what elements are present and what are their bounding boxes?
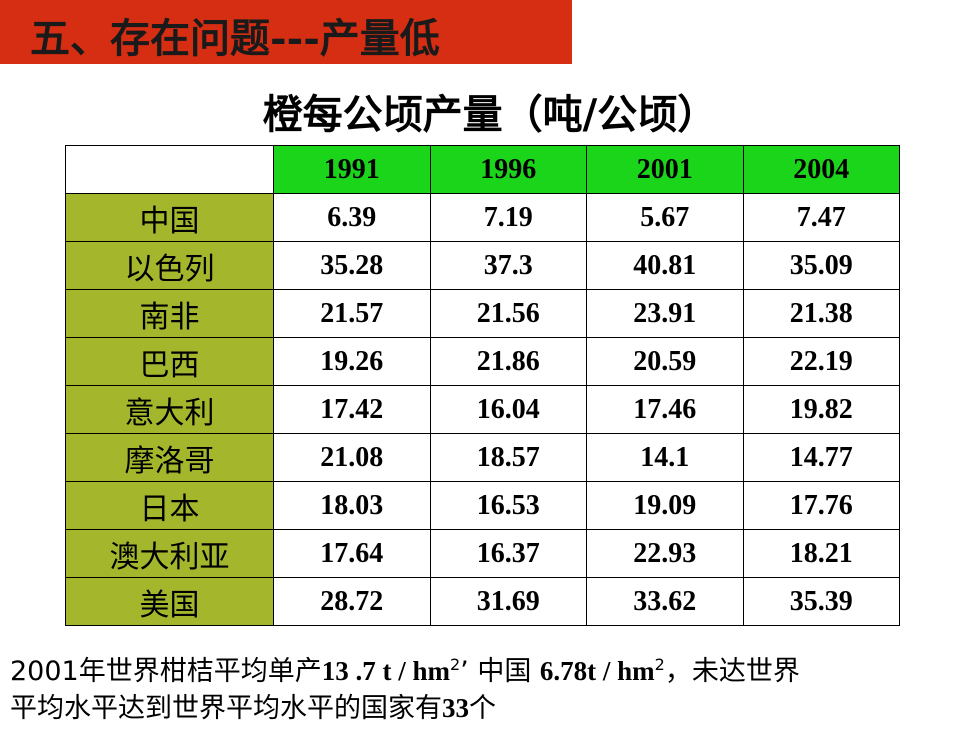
value-cell: 40.81 bbox=[586, 241, 744, 290]
country-cell: 摩洛哥 bbox=[65, 433, 274, 482]
value-cell: 14.77 bbox=[742, 433, 900, 482]
slide-title: 五、存在问题---产量低 bbox=[30, 15, 440, 62]
year-header: 2004 bbox=[742, 145, 900, 194]
value-cell: 18.57 bbox=[429, 433, 587, 482]
value-cell: 21.57 bbox=[273, 289, 431, 338]
table-row: 摩洛哥 21.08 18.57 14.1 14.77 bbox=[65, 433, 900, 482]
table-row: 南非 21.57 21.56 23.91 21.38 bbox=[65, 289, 900, 338]
value-cell: 17.46 bbox=[586, 385, 744, 434]
table-row: 美国 28.72 31.69 33.62 35.39 bbox=[65, 577, 900, 626]
value-cell: 17.42 bbox=[273, 385, 431, 434]
corner-cell bbox=[65, 145, 274, 194]
value-cell: 19.26 bbox=[273, 337, 431, 386]
country-cell: 巴西 bbox=[65, 337, 274, 386]
note-text: 平均水平达到世界平均水平的国家有 bbox=[10, 693, 442, 724]
value-cell: 21.56 bbox=[429, 289, 587, 338]
value-cell: 23.91 bbox=[586, 289, 744, 338]
value-cell: 35.28 bbox=[273, 241, 431, 290]
value-cell: 21.08 bbox=[273, 433, 431, 482]
country-count: 33 bbox=[442, 693, 469, 723]
value-cell: 19.82 bbox=[742, 385, 900, 434]
value-cell: 14.1 bbox=[586, 433, 744, 482]
value-cell: 5.67 bbox=[586, 193, 744, 242]
table-row: 日本 18.03 16.53 19.09 17.76 bbox=[65, 481, 900, 530]
header-row: 1991 1996 2001 2004 bbox=[65, 145, 900, 194]
china-yield: 6.78t / hm bbox=[539, 656, 655, 686]
value-cell: 7.47 bbox=[742, 193, 900, 242]
note-line-2: 平均水平达到世界平均水平的国家有33个 bbox=[10, 690, 975, 727]
value-cell: 16.04 bbox=[429, 385, 587, 434]
value-cell: 18.21 bbox=[742, 529, 900, 578]
value-cell: 22.19 bbox=[742, 337, 900, 386]
table-title: 橙每公顷产量（吨/公顷） bbox=[262, 91, 718, 138]
table-row: 澳大利亚 17.64 16.37 22.93 18.21 bbox=[65, 529, 900, 578]
value-cell: 28.72 bbox=[273, 577, 431, 626]
note-text: ’ 中国 bbox=[460, 656, 540, 687]
country-cell: 日本 bbox=[65, 481, 274, 530]
value-cell: 35.09 bbox=[742, 241, 900, 290]
note-text: 2001年世界柑桔平均单产 bbox=[10, 656, 322, 687]
value-cell: 17.76 bbox=[742, 481, 900, 530]
yield-table: 1991 1996 2001 2004 中国 6.39 7.19 5.67 7.… bbox=[65, 145, 900, 626]
country-cell: 意大利 bbox=[65, 385, 274, 434]
value-cell: 6.39 bbox=[273, 193, 431, 242]
summary-note: 2001年世界柑桔平均单产13 .7 t / hm2’ 中国 6.78t / h… bbox=[10, 646, 975, 727]
world-yield: 13 .7 t / hm bbox=[321, 656, 450, 686]
superscript: 2 bbox=[654, 655, 665, 674]
country-cell: 澳大利亚 bbox=[65, 529, 274, 578]
note-line-1: 2001年世界柑桔平均单产13 .7 t / hm2’ 中国 6.78t / h… bbox=[10, 646, 975, 690]
value-cell: 17.64 bbox=[273, 529, 431, 578]
table-row: 中国 6.39 7.19 5.67 7.47 bbox=[65, 193, 900, 242]
note-text: ，未达世界 bbox=[664, 656, 800, 687]
country-cell: 南非 bbox=[65, 289, 274, 338]
value-cell: 7.19 bbox=[429, 193, 587, 242]
country-cell: 美国 bbox=[65, 577, 274, 626]
value-cell: 37.3 bbox=[429, 241, 587, 290]
value-cell: 33.62 bbox=[586, 577, 744, 626]
year-header: 1991 bbox=[273, 145, 431, 194]
superscript: 2 bbox=[449, 655, 461, 674]
value-cell: 19.09 bbox=[586, 481, 744, 530]
year-header: 1996 bbox=[429, 145, 587, 194]
table-row: 意大利 17.42 16.04 17.46 19.82 bbox=[65, 385, 900, 434]
value-cell: 21.86 bbox=[429, 337, 587, 386]
table-row: 以色列 35.28 37.3 40.81 35.09 bbox=[65, 241, 900, 290]
value-cell: 16.37 bbox=[429, 529, 587, 578]
note-text: 个 bbox=[469, 693, 496, 724]
value-cell: 18.03 bbox=[273, 481, 431, 530]
value-cell: 16.53 bbox=[429, 481, 587, 530]
value-cell: 31.69 bbox=[429, 577, 587, 626]
value-cell: 22.93 bbox=[586, 529, 744, 578]
value-cell: 35.39 bbox=[742, 577, 900, 626]
value-cell: 21.38 bbox=[742, 289, 900, 338]
year-header: 2001 bbox=[586, 145, 744, 194]
title-banner: 五、存在问题---产量低 bbox=[0, 0, 572, 64]
table-row: 巴西 19.26 21.86 20.59 22.19 bbox=[65, 337, 900, 386]
country-cell: 中国 bbox=[65, 193, 274, 242]
value-cell: 20.59 bbox=[586, 337, 744, 386]
country-cell: 以色列 bbox=[65, 241, 274, 290]
